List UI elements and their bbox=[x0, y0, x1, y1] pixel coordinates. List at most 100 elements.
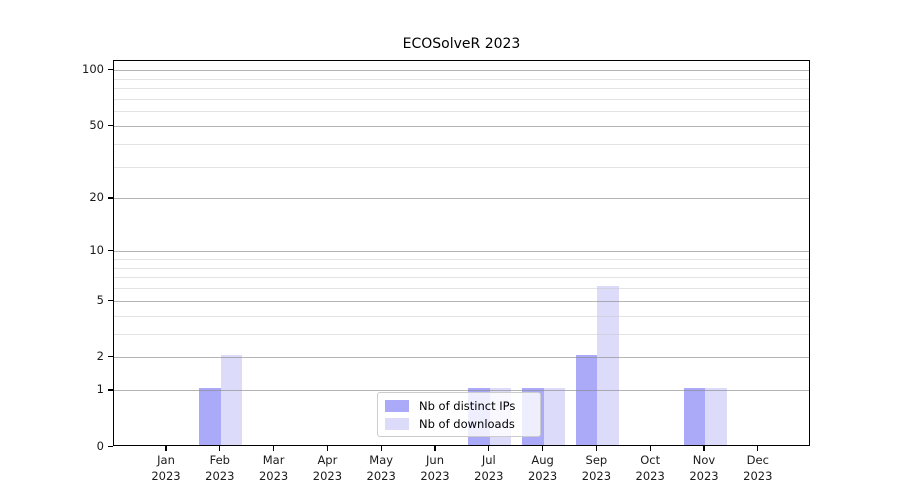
x-tick-year-may: 2023 bbox=[366, 469, 396, 483]
y-tick-label-0: 0 bbox=[96, 439, 104, 453]
y-tick-label-2: 2 bbox=[96, 349, 104, 364]
x-tick-year-oct: 2023 bbox=[635, 469, 665, 483]
legend: Nb of distinct IPs Nb of downloads bbox=[377, 392, 541, 437]
x-tick-mark-feb bbox=[219, 446, 221, 451]
y-tick-mark-2 bbox=[108, 356, 113, 358]
x-tick-mark-oct bbox=[649, 446, 651, 451]
bar-distinct-ips-feb bbox=[199, 388, 221, 445]
x-tick-label-jan: Jan 2023 bbox=[136, 452, 196, 484]
legend-entry-distinct-ips: Nb of distinct IPs bbox=[385, 398, 533, 413]
x-tick-year-nov: 2023 bbox=[689, 469, 719, 483]
y-tick-label-5: 5 bbox=[96, 292, 104, 307]
x-tick-month-dec: Dec bbox=[746, 453, 769, 467]
bar-distinct-ips-sep bbox=[575, 355, 598, 445]
major-gridline-1 bbox=[114, 390, 809, 392]
y-tick-mark-1 bbox=[108, 389, 113, 391]
x-tick-year-aug: 2023 bbox=[527, 469, 558, 483]
x-tick-year-feb: 2023 bbox=[205, 469, 235, 483]
y-tick-mark-50 bbox=[108, 125, 113, 127]
y-tick-label-50: 50 bbox=[89, 118, 104, 132]
x-tick-mark-jun bbox=[434, 446, 436, 451]
major-gridline-100 bbox=[114, 70, 809, 72]
y-tick-label-10: 10 bbox=[89, 243, 104, 258]
x-tick-mark-aug bbox=[542, 446, 544, 451]
minor-gridline-70 bbox=[114, 98, 809, 100]
y-tick-label-100: 100 bbox=[82, 62, 104, 77]
x-tick-label-mar: Mar 2023 bbox=[244, 452, 304, 484]
minor-gridline-8 bbox=[114, 267, 809, 269]
bar-downloads-nov bbox=[705, 388, 727, 445]
x-tick-mark-jan bbox=[165, 446, 167, 451]
x-tick-mark-mar bbox=[273, 446, 275, 451]
x-tick-month-jul: Jul bbox=[481, 453, 496, 467]
bar-downloads-feb bbox=[220, 355, 243, 445]
x-tick-mark-jul bbox=[488, 446, 490, 451]
bar-downloads-sep bbox=[597, 286, 619, 445]
x-tick-year-jan: 2023 bbox=[151, 469, 181, 483]
x-tick-mark-apr bbox=[326, 446, 328, 451]
x-tick-label-oct: Oct 2023 bbox=[620, 452, 680, 484]
x-tick-year-mar: 2023 bbox=[258, 469, 289, 483]
minor-gridline-3 bbox=[114, 333, 809, 335]
x-tick-label-nov: Nov 2023 bbox=[674, 452, 734, 484]
minor-gridline-40 bbox=[114, 143, 809, 145]
x-tick-label-jun: Jun 2023 bbox=[405, 452, 465, 484]
x-tick-mark-may bbox=[380, 446, 382, 451]
legend-swatch-distinct-ips bbox=[385, 399, 409, 412]
x-tick-month-jun: Jun bbox=[426, 453, 444, 467]
x-tick-month-feb: Feb bbox=[209, 453, 230, 467]
legend-label-distinct-ips: Nb of distinct IPs bbox=[419, 398, 516, 413]
bar-downloads-aug bbox=[543, 388, 566, 445]
x-tick-month-may: May bbox=[369, 453, 394, 467]
x-tick-mark-nov bbox=[703, 446, 705, 451]
x-tick-year-jul: 2023 bbox=[474, 469, 504, 483]
y-tick-mark-10 bbox=[108, 250, 113, 252]
legend-swatch-downloads bbox=[385, 417, 409, 430]
major-gridline-2 bbox=[114, 357, 809, 359]
x-tick-month-jan: Jan bbox=[157, 453, 175, 467]
x-tick-month-oct: Oct bbox=[640, 453, 661, 467]
x-tick-label-dec: Dec 2023 bbox=[728, 452, 788, 484]
minor-gridline-80 bbox=[114, 88, 809, 90]
y-tick-label-20: 20 bbox=[89, 190, 104, 205]
major-gridline-10 bbox=[114, 251, 809, 253]
y-tick-mark-0 bbox=[108, 446, 113, 448]
x-tick-month-sep: Sep bbox=[585, 453, 608, 467]
x-tick-month-mar: Mar bbox=[262, 453, 285, 467]
bar-distinct-ips-nov bbox=[683, 388, 705, 445]
minor-gridline-30 bbox=[114, 166, 809, 168]
legend-entry-downloads: Nb of downloads bbox=[385, 416, 533, 431]
major-gridline-20 bbox=[114, 198, 809, 200]
major-gridline-50 bbox=[114, 126, 809, 127]
x-tick-month-apr: Apr bbox=[317, 453, 338, 467]
minor-gridline-90 bbox=[114, 78, 809, 80]
x-tick-label-aug: Aug 2023 bbox=[513, 452, 573, 484]
x-tick-month-nov: Nov bbox=[692, 453, 716, 467]
x-tick-mark-sep bbox=[595, 446, 597, 451]
y-tick-label-1: 1 bbox=[96, 382, 104, 397]
major-gridline-5 bbox=[114, 300, 809, 302]
minor-gridline-6 bbox=[114, 288, 809, 290]
minor-gridline-4 bbox=[114, 315, 809, 317]
plot-area: Nb of distinct IPs Nb of downloads bbox=[113, 60, 810, 446]
x-tick-year-apr: 2023 bbox=[312, 469, 343, 483]
x-tick-month-aug: Aug bbox=[531, 453, 554, 467]
y-tick-mark-100 bbox=[108, 69, 113, 71]
chart-title: ECOSolveR 2023 bbox=[402, 36, 521, 52]
x-tick-label-may: May 2023 bbox=[351, 452, 411, 484]
legend-label-downloads: Nb of downloads bbox=[419, 416, 515, 431]
x-tick-year-jun: 2023 bbox=[420, 469, 450, 483]
x-tick-label-jul: Jul 2023 bbox=[459, 452, 519, 484]
minor-gridline-9 bbox=[114, 259, 809, 260]
minor-gridline-60 bbox=[114, 111, 809, 113]
x-tick-mark-dec bbox=[757, 446, 759, 451]
x-tick-year-sep: 2023 bbox=[581, 469, 612, 483]
y-tick-mark-20 bbox=[108, 197, 113, 199]
x-tick-label-feb: Feb 2023 bbox=[190, 452, 250, 484]
x-tick-year-dec: 2023 bbox=[743, 469, 773, 483]
x-tick-label-sep: Sep 2023 bbox=[566, 452, 626, 484]
x-tick-label-apr: Apr 2023 bbox=[297, 452, 357, 484]
y-tick-mark-5 bbox=[108, 299, 113, 301]
minor-gridline-7 bbox=[114, 277, 809, 279]
